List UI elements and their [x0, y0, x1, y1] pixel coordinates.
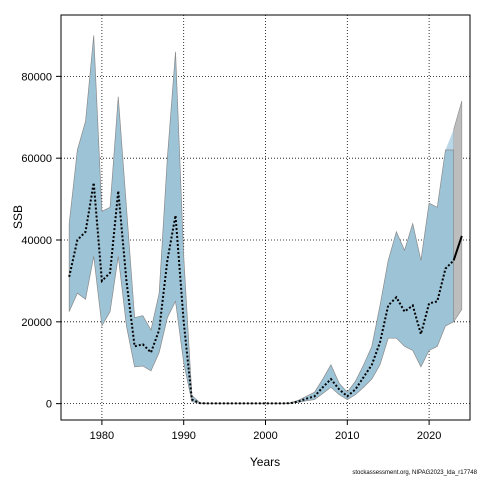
- y-tick-label-40000: 40000: [21, 235, 52, 247]
- x-tick-label-2010: 2010: [335, 430, 359, 442]
- series-lines: [68, 182, 463, 405]
- plot-background: [61, 15, 470, 420]
- footer-credit: stockassessment.org, NIPAG2023_lda_r1774…: [352, 470, 477, 476]
- ssb-projection-line: [452, 235, 463, 261]
- y-axis-ticks: 0 20000 40000 60000 80000: [21, 71, 61, 411]
- x-tick-label-1990: 1990: [171, 430, 195, 442]
- x-tick-label-2000: 2000: [253, 430, 277, 442]
- x-tick-label-1980: 1980: [90, 430, 114, 442]
- ssb-estimate-line: [68, 182, 455, 405]
- x-tick-label-2020: 2020: [417, 430, 441, 442]
- x-axis-ticks: 1980 1990 2000 2010 2020: [90, 420, 441, 442]
- y-tick-label-60000: 60000: [21, 153, 52, 165]
- y-axis-title: SSB: [11, 205, 25, 229]
- y-tick-label-80000: 80000: [21, 71, 52, 83]
- confidence-bands: [68, 35, 463, 404]
- x-axis-title: Years: [250, 455, 280, 469]
- projection-band: [453, 100, 463, 323]
- y-tick-label-0: 0: [46, 399, 52, 411]
- y-tick-label-20000: 20000: [21, 317, 52, 329]
